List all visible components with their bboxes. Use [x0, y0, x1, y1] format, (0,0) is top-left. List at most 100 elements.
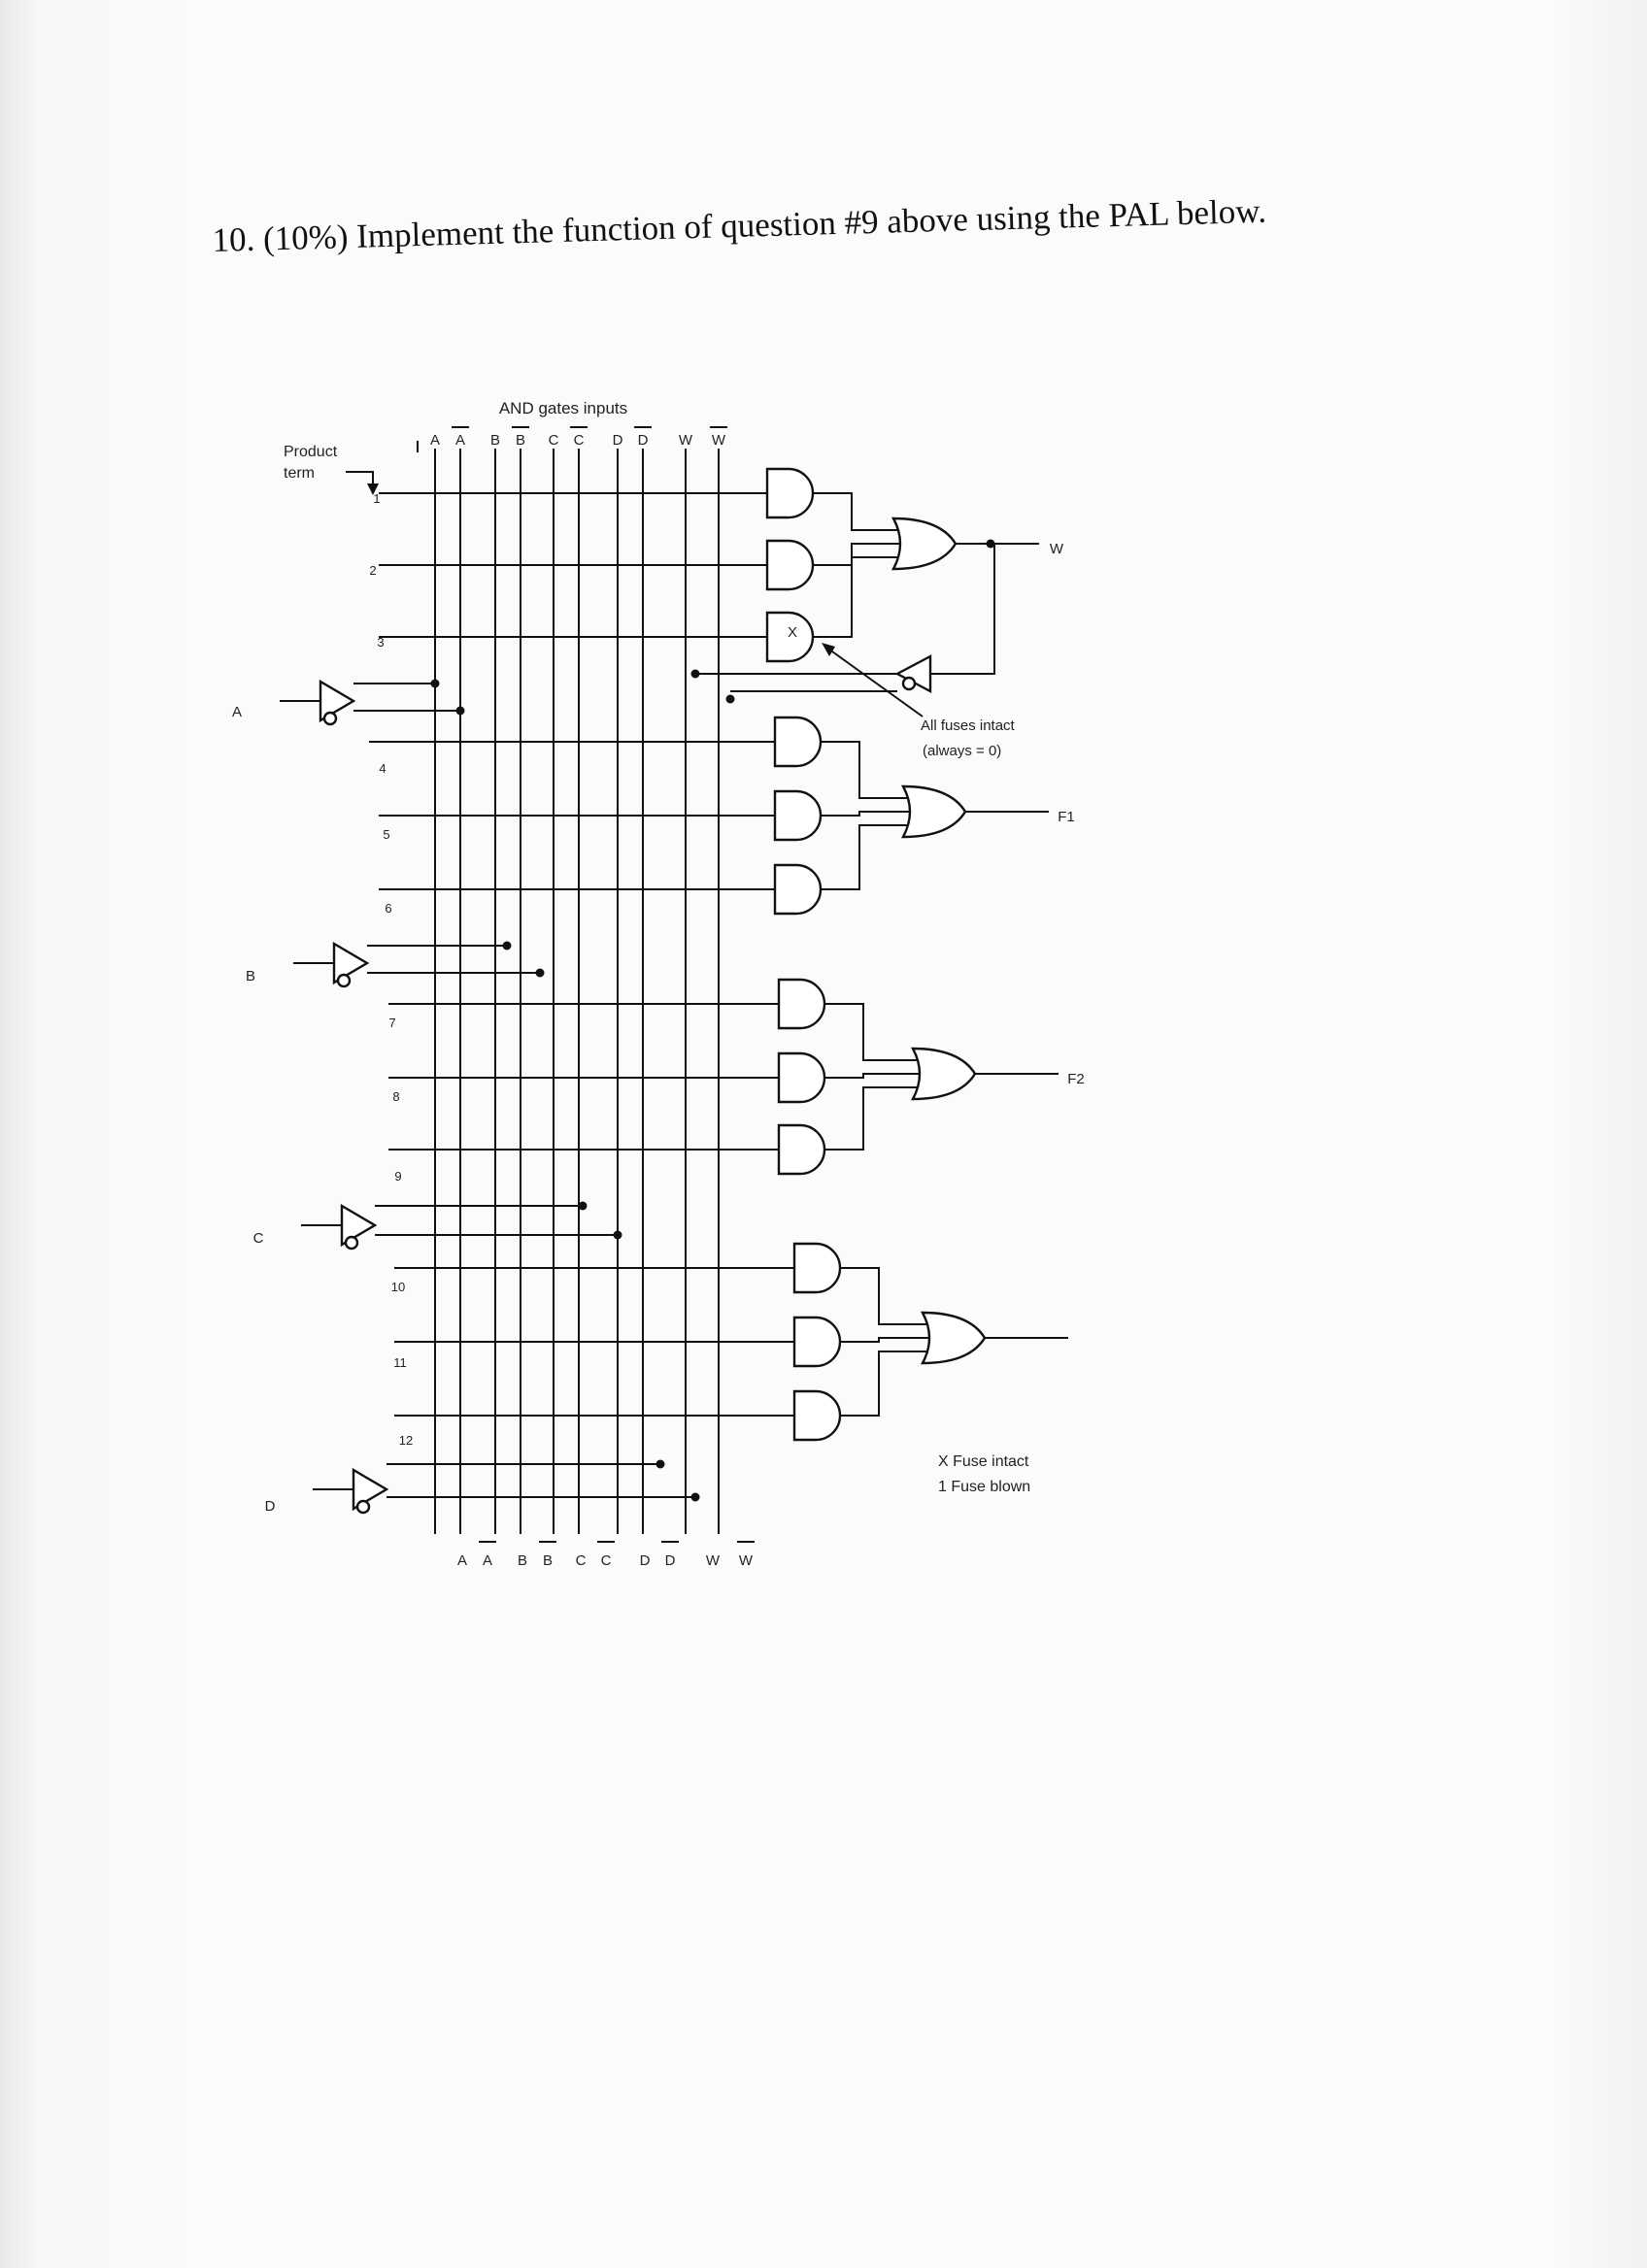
feedback-wire [930, 543, 995, 675]
output-label: F1 [1058, 809, 1075, 825]
column-label-bottom: D [665, 1552, 676, 1569]
product-term-number: 5 [383, 827, 389, 842]
product-term-number: 10 [391, 1280, 405, 1294]
inverter-bubble [344, 1235, 359, 1251]
and-gates-inputs-label: AND gates inputs [499, 399, 627, 417]
input-buffer [319, 679, 356, 723]
and-gate [792, 1389, 842, 1442]
product-term-number: 6 [385, 901, 391, 916]
and-gate [765, 539, 815, 591]
product-term-label-2: term [284, 465, 315, 482]
product-term-number: 7 [388, 1016, 395, 1030]
input-label: D [265, 1498, 276, 1515]
and-gate [773, 789, 823, 842]
and-gate [773, 716, 823, 768]
and-output-wire [840, 1351, 928, 1417]
output-label: F2 [1067, 1071, 1085, 1087]
output-label: W [1050, 541, 1064, 557]
arrow-head [822, 643, 835, 656]
and-output-wire [821, 811, 909, 817]
legend-fuse-intact: X Fuse intact [938, 1453, 1029, 1470]
column-label-bottom: C [601, 1552, 612, 1569]
product-term-number: 9 [394, 1169, 401, 1184]
column-label-top: D [638, 432, 649, 449]
and-gate [777, 978, 826, 1030]
all-fuses-note: All fuses intact [921, 717, 1016, 734]
column-label-bottom: C [576, 1552, 587, 1569]
input-buffer [352, 1467, 389, 1512]
connection-dot [690, 1492, 700, 1502]
and-gate [777, 1051, 826, 1104]
column-label-bottom: D [640, 1552, 651, 1569]
product-term-number: 1 [373, 491, 380, 506]
column-label-top: B [490, 432, 500, 449]
and-output-wire [821, 741, 909, 799]
connection-dot [725, 694, 735, 704]
product-term-arrow [346, 471, 374, 487]
and-output-wire [813, 492, 899, 531]
product-term-number: 3 [377, 635, 384, 650]
and-output-wire [824, 1073, 919, 1079]
input-label: B [246, 968, 255, 984]
all-fuses-note-2: (always = 0) [923, 743, 1001, 759]
column-label-top: A [455, 432, 465, 449]
product-term-number: 11 [393, 1355, 407, 1370]
or-gate [910, 1047, 977, 1101]
and-output-wire [840, 1337, 928, 1343]
inverter-bubble [336, 973, 352, 988]
and-output-wire [840, 1267, 928, 1325]
column-label-bottom: B [518, 1552, 527, 1569]
column-label-bottom: A [457, 1552, 467, 1569]
arrow-head [367, 484, 379, 495]
product-term-number: 2 [369, 563, 376, 578]
and-gate [792, 1242, 842, 1294]
or-gate [900, 784, 967, 839]
inverter-bubble [355, 1499, 371, 1515]
product-term-label: Product [284, 444, 338, 460]
and-gate [765, 467, 815, 519]
note-arrow [824, 646, 924, 717]
column-label-bottom: A [483, 1552, 492, 1569]
and-gate [773, 863, 823, 916]
column-label-top: B [516, 432, 525, 449]
product-term-number: 4 [379, 761, 386, 776]
connection-dot [502, 941, 512, 951]
product-term-number: 8 [392, 1089, 399, 1104]
column-label-top: C [549, 432, 559, 449]
column-label-top: A [430, 432, 440, 449]
and-output-wire [824, 1003, 919, 1061]
input-label: C [253, 1230, 264, 1247]
connection-dot [455, 706, 465, 716]
inverter-bubble [322, 711, 338, 726]
column-label-bottom: W [739, 1552, 754, 1569]
legend-fuse-blown: 1 Fuse blown [938, 1479, 1030, 1495]
column-label-bottom: B [543, 1552, 553, 1569]
input-buffer [340, 1203, 378, 1248]
and-gate [792, 1316, 842, 1368]
column-label-top: D [613, 432, 623, 449]
or-gate [920, 1311, 987, 1365]
and-gate [777, 1123, 826, 1176]
column-label-top: W [679, 432, 693, 449]
or-gate [891, 517, 958, 571]
column-label-top: C [574, 432, 585, 449]
connection-dot [578, 1201, 588, 1211]
connection-dot [535, 968, 545, 978]
and-gate [765, 611, 815, 663]
product-term-number: 12 [399, 1433, 413, 1448]
input-label: A [232, 704, 242, 720]
and-output-wire [813, 556, 899, 638]
and-output-wire [824, 1086, 919, 1151]
column-label-top: W [712, 432, 726, 449]
connection-dot [430, 679, 440, 688]
connection-dot [655, 1459, 665, 1469]
and-output-wire [821, 824, 909, 890]
fuse-mark: X [788, 624, 797, 641]
inverter-bubble [901, 676, 917, 691]
input-buffer [332, 941, 370, 985]
column-label-bottom: W [706, 1552, 721, 1569]
connection-dot [613, 1230, 622, 1240]
connection-dot [690, 669, 700, 679]
